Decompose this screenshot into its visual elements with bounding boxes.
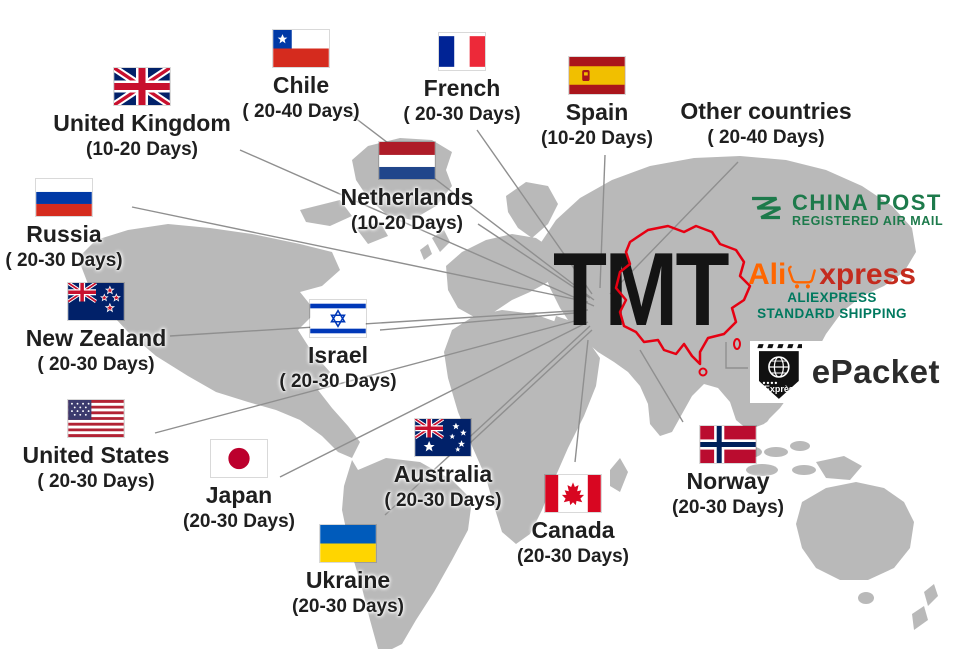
country-russia: Russia ( 20-30 Days) xyxy=(0,179,164,273)
country-name: United States xyxy=(22,442,170,468)
map-europe xyxy=(446,234,560,318)
aliexpress-sub2: STANDARD SHIPPING xyxy=(757,306,907,321)
map-north-america xyxy=(78,224,360,458)
shipping-lines xyxy=(131,113,739,516)
chile-flag-icon xyxy=(273,30,329,67)
country-norway: Norway (20-30 Days) xyxy=(628,426,828,520)
country-name: Russia xyxy=(26,221,102,247)
country-name: Canada xyxy=(531,517,615,543)
country-ukraine: Ukraine (20-30 Days) xyxy=(248,525,448,619)
country-israel: Israel ( 20-30 Days) xyxy=(238,300,438,394)
aliexpress-logo: Ali xpress ALIEXPRESS STANDARD SHIPPING xyxy=(748,260,916,322)
china-post-emblem-icon xyxy=(752,196,781,220)
country-days: ( 20-30 Days) xyxy=(384,490,502,511)
country-name: Japan xyxy=(205,482,273,508)
china-post-title: CHINA POST xyxy=(792,189,942,215)
country-chile: Chile ( 20-40 Days) xyxy=(201,30,401,124)
us-flag-icon xyxy=(68,400,124,437)
country-days: ( 20-30 Days) xyxy=(5,250,123,271)
country-name: Other countries xyxy=(680,98,852,124)
china-post-logo: CHINA POST REGISTERED AIR MAIL xyxy=(746,190,943,228)
map-africa xyxy=(444,310,600,544)
country-other: Other countries ( 20-40 Days) xyxy=(666,98,866,150)
canada-flag-icon xyxy=(545,475,601,512)
country-days: (20-30 Days) xyxy=(517,546,629,567)
japan-flag-icon xyxy=(211,440,267,477)
country-days: ( 20-40 Days) xyxy=(242,101,360,122)
country-name: New Zealand xyxy=(25,325,167,351)
country-name: Netherlands xyxy=(340,184,474,210)
aliexpress-sub1: ALIEXPRESS xyxy=(787,290,877,305)
map-asia xyxy=(540,156,916,436)
country-netherlands: Netherlands (10-20 Days) xyxy=(307,142,507,236)
epacket-connector-line xyxy=(725,342,748,369)
israel-flag-icon xyxy=(310,300,366,337)
spain-flag-icon xyxy=(569,57,625,94)
aliexpress-ali-text: Ali xyxy=(748,258,787,291)
map-south-america xyxy=(342,458,472,649)
epacket-label: ePacket xyxy=(811,353,940,390)
country-days: ( 20-30 Days) xyxy=(403,104,521,125)
china-outline xyxy=(614,224,752,366)
country-name: Israel xyxy=(307,342,369,368)
country-days: (20-30 Days) xyxy=(292,596,404,617)
map-australia xyxy=(796,482,914,580)
aliexpress-cart-icon xyxy=(788,265,817,289)
country-name: Ukraine xyxy=(305,567,391,593)
country-days: ( 20-40 Days) xyxy=(707,127,825,148)
aliexpress-xpress-text: xpress xyxy=(819,258,916,291)
country-australia: Australia ( 20-30 Days) xyxy=(343,419,543,513)
country-days: (20-30 Days) xyxy=(183,511,295,532)
country-days: ( 20-30 Days) xyxy=(37,354,155,375)
country-name: United Kingdom xyxy=(53,110,231,136)
country-name: French xyxy=(423,75,501,101)
china-post-subtitle: REGISTERED AIR MAIL xyxy=(792,213,944,228)
epacket-badge-icon: Exprès xyxy=(757,344,802,399)
australia-flag-icon xyxy=(415,419,471,456)
country-spain: Spain (10-20 Days) xyxy=(497,57,697,151)
tmt-brand-mark: TMT xyxy=(553,232,730,348)
netherlands-flag-icon xyxy=(379,142,435,179)
country-days: (10-20 Days) xyxy=(351,213,463,234)
country-days: (10-20 Days) xyxy=(541,128,653,149)
country-days: (20-30 Days) xyxy=(672,497,784,518)
country-days: ( 20-30 Days) xyxy=(279,371,397,392)
ukraine-flag-icon xyxy=(320,525,376,562)
france-flag-icon xyxy=(439,33,485,70)
country-uk: United Kingdom (10-20 Days) xyxy=(42,68,242,162)
country-name: Australia xyxy=(393,461,493,487)
country-name: Chile xyxy=(272,72,330,98)
newzealand-flag-icon xyxy=(68,283,124,320)
russia-flag-icon xyxy=(36,179,92,216)
country-days: ( 20-30 Days) xyxy=(37,471,155,492)
epacket-badge-text: Exprès xyxy=(764,384,794,394)
country-newzealand: New Zealand ( 20-30 Days) xyxy=(0,283,196,377)
country-canada: Canada (20-30 Days) xyxy=(473,475,673,569)
country-days: (10-20 Days) xyxy=(86,139,198,160)
country-name: Spain xyxy=(565,99,629,125)
norway-flag-icon xyxy=(700,426,756,463)
country-name: Norway xyxy=(686,468,770,494)
uk-flag-icon xyxy=(114,68,170,105)
country-us: United States ( 20-30 Days) xyxy=(0,400,196,494)
country-french: French ( 20-30 Days) xyxy=(362,33,562,127)
epacket-logo: Exprès ePacket xyxy=(750,341,940,403)
country-japan: Japan (20-30 Days) xyxy=(139,440,339,534)
